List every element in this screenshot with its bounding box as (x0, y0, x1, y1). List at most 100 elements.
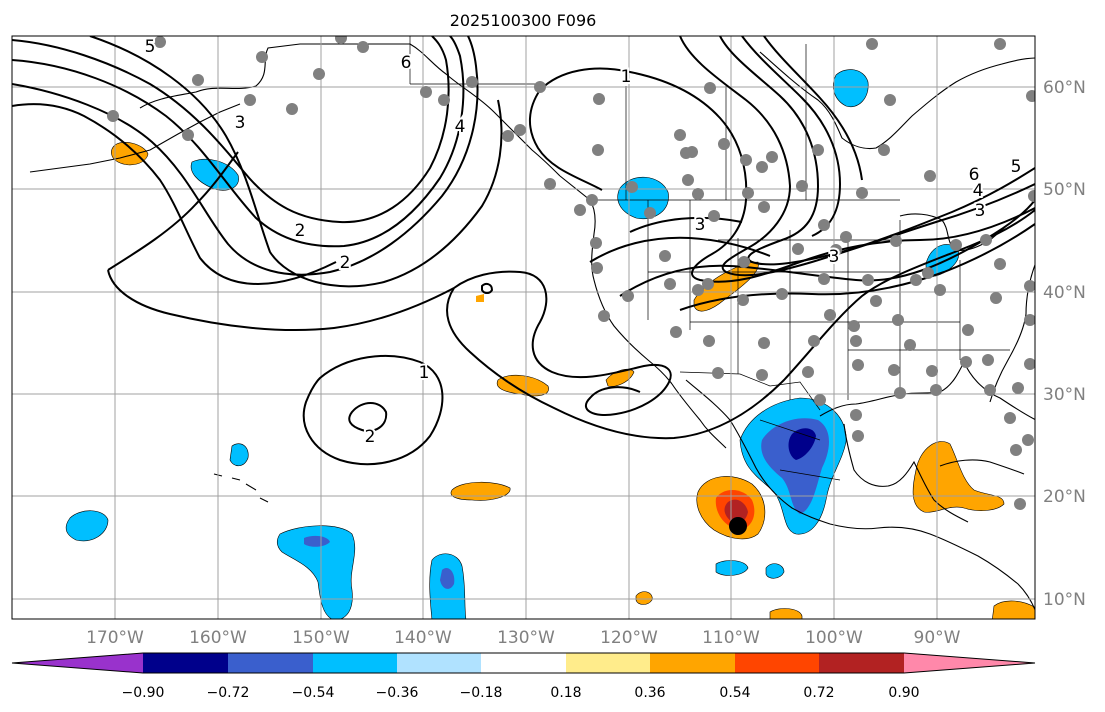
contour-2-low-inner (348, 402, 388, 432)
contour-5-pacific (12, 103, 337, 286)
station-marker (742, 187, 754, 199)
lat-label: 60°N (1043, 78, 1086, 98)
positive-anomaly-pacific-d (450, 481, 511, 501)
lon-label: 140°W (394, 628, 452, 648)
station-marker (866, 38, 878, 50)
contour-label: 2 (340, 253, 351, 273)
positive-anomaly-small-2 (769, 608, 803, 619)
station-marker (574, 204, 586, 216)
station-marker (357, 41, 369, 53)
contour-label: 4 (455, 117, 466, 137)
station-marker (1012, 382, 1024, 394)
contour-label: 2 (295, 221, 306, 241)
station-marker (818, 219, 830, 231)
mexico-state-2 (779, 469, 841, 481)
contour-label: 1 (621, 67, 632, 87)
contour-4-pacific (89, 36, 503, 288)
negative-anomaly-hudson (833, 69, 869, 108)
station-marker (708, 210, 720, 222)
station-marker (984, 384, 996, 396)
station-marker (622, 290, 634, 302)
colorbar-segment (313, 653, 397, 673)
station-marker (830, 244, 842, 256)
colorbar-segment (904, 653, 1035, 673)
station-marker (980, 234, 992, 246)
station-marker (758, 337, 770, 349)
station-marker (904, 339, 916, 351)
station-marker (703, 335, 715, 347)
station-marker (590, 237, 602, 249)
station-marker (894, 387, 906, 399)
contour-label: 5 (145, 37, 156, 57)
lon-label: 170°W (86, 628, 144, 648)
station-marker (840, 231, 852, 243)
station-marker (814, 394, 826, 406)
colorbar-tick: 0.90 (888, 685, 919, 701)
station-marker (420, 86, 432, 98)
station-marker (1022, 434, 1034, 446)
lon-label: 110°W (702, 628, 760, 648)
station-marker (766, 151, 778, 163)
station-marker (950, 239, 962, 251)
storm-center-marker (729, 517, 747, 535)
station-marker (534, 81, 546, 93)
lat-label: 40°N (1043, 283, 1086, 303)
station-marker (1024, 358, 1035, 370)
station-markers (107, 36, 1035, 510)
negative-anomaly-south-a (276, 525, 356, 619)
lat-label: 20°N (1043, 487, 1086, 507)
cuba (939, 459, 1025, 475)
contour-label: 3 (695, 215, 706, 235)
lat-label: 10°N (1043, 590, 1086, 610)
aleutians (29, 103, 241, 173)
colorbar: −0.90 −0.72 −0.54 −0.36 −0.18 0.18 0.36 … (11, 652, 1036, 701)
contour-label-group: 5 6 1 4 3 2 3 1 2 2 3 6 5 4 3 (143, 36, 1024, 449)
contour-label: 6 (401, 53, 412, 73)
station-marker (796, 180, 808, 192)
contour-2-north (629, 36, 1035, 277)
alaska-coast (139, 43, 561, 177)
station-marker (244, 94, 256, 106)
station-marker (1014, 498, 1026, 510)
station-marker (313, 68, 325, 80)
contour-label: 4 (973, 181, 984, 201)
map-frame (11, 35, 1036, 620)
station-marker (1028, 190, 1035, 202)
contour-3-pacific (12, 36, 479, 276)
lon-label: 90°W (914, 628, 961, 648)
negative-anomaly-small-a (715, 560, 749, 576)
contour-1-north (528, 67, 1035, 283)
station-marker (286, 103, 298, 115)
station-marker (852, 359, 864, 371)
gridlines (12, 36, 1035, 619)
station-marker (922, 267, 934, 279)
longitude-labels: 170°W 160°W 150°W 140°W 130°W 120°W 110°… (86, 628, 961, 648)
contour-label: 3 (829, 247, 840, 267)
positive-anomaly-caribbean (912, 441, 1005, 513)
station-marker (593, 93, 605, 105)
station-marker (934, 284, 946, 296)
station-marker (702, 278, 714, 290)
lon-label: 150°W (292, 628, 350, 648)
contour-small-ring (481, 282, 494, 294)
station-marker (502, 130, 514, 142)
station-marker (818, 273, 830, 285)
lat-label: 30°N (1043, 385, 1086, 405)
station-marker (107, 110, 119, 122)
station-marker (994, 38, 1006, 50)
station-marker (756, 369, 768, 381)
station-marker (824, 309, 836, 321)
political-borders (409, 36, 1010, 481)
station-marker (776, 288, 788, 300)
station-marker (598, 310, 610, 322)
station-marker (626, 181, 638, 193)
hudson-bay (759, 51, 1035, 150)
station-marker (924, 170, 936, 182)
station-marker (1026, 90, 1035, 102)
colorbar-outline (11, 652, 1036, 674)
station-marker (591, 262, 603, 274)
colorbar-tick: 0.36 (634, 685, 665, 701)
positive-anomaly-storm-core (724, 499, 748, 524)
negative-anomaly-small-b (765, 563, 785, 579)
station-marker (182, 129, 194, 141)
